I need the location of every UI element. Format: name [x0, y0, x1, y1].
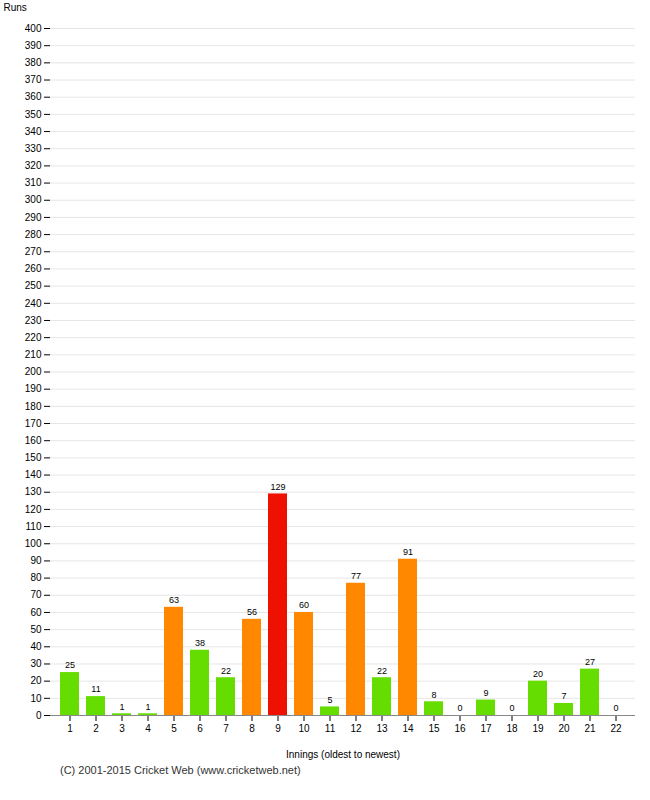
- svg-text:77: 77: [351, 571, 361, 581]
- svg-text:100: 100: [25, 538, 42, 549]
- svg-text:17: 17: [480, 723, 492, 734]
- svg-text:240: 240: [25, 298, 42, 309]
- svg-text:1: 1: [67, 723, 73, 734]
- svg-text:320: 320: [25, 160, 42, 171]
- svg-text:260: 260: [25, 263, 42, 274]
- svg-text:190: 190: [25, 383, 42, 394]
- svg-text:20: 20: [533, 669, 543, 679]
- svg-text:11: 11: [325, 723, 336, 734]
- svg-text:180: 180: [25, 401, 42, 412]
- svg-text:300: 300: [25, 194, 42, 205]
- svg-text:11: 11: [91, 684, 100, 694]
- svg-text:0: 0: [457, 703, 462, 713]
- svg-text:230: 230: [25, 315, 42, 326]
- svg-text:130: 130: [25, 486, 42, 497]
- svg-text:400: 400: [25, 23, 42, 34]
- svg-text:0: 0: [36, 710, 42, 721]
- svg-text:22: 22: [610, 723, 622, 734]
- svg-text:250: 250: [25, 280, 42, 291]
- svg-text:350: 350: [25, 109, 42, 120]
- svg-text:370: 370: [25, 74, 42, 85]
- svg-text:Runs: Runs: [4, 2, 27, 13]
- svg-text:22: 22: [377, 666, 387, 676]
- svg-text:63: 63: [169, 595, 179, 605]
- svg-text:70: 70: [30, 589, 42, 600]
- svg-text:40: 40: [30, 641, 42, 652]
- svg-text:129: 129: [270, 482, 285, 492]
- svg-text:20: 20: [30, 675, 42, 686]
- svg-text:20: 20: [558, 723, 570, 734]
- svg-text:5: 5: [327, 695, 332, 705]
- svg-text:380: 380: [25, 57, 42, 68]
- svg-text:6: 6: [197, 723, 203, 734]
- svg-text:10: 10: [30, 693, 42, 704]
- svg-text:27: 27: [585, 657, 595, 667]
- svg-text:15: 15: [428, 723, 440, 734]
- svg-text:7: 7: [223, 723, 229, 734]
- svg-text:3: 3: [119, 723, 125, 734]
- svg-text:50: 50: [30, 624, 42, 635]
- svg-text:220: 220: [25, 332, 42, 343]
- html-text:(C) 2001-2015 Cricket Web (www: (C) 2001-2015 Cricket Web (www.cricketwe…: [60, 764, 301, 776]
- svg-text:18: 18: [506, 723, 518, 734]
- svg-text:210: 210: [25, 349, 42, 360]
- svg-text:170: 170: [25, 418, 42, 429]
- svg-text:22: 22: [221, 666, 231, 676]
- svg-text:91: 91: [403, 547, 413, 557]
- svg-text:1: 1: [119, 702, 124, 712]
- svg-text:340: 340: [25, 126, 42, 137]
- svg-text:Innings (oldest to newest): Innings (oldest to newest): [286, 749, 400, 760]
- svg-text:7: 7: [561, 691, 566, 701]
- svg-text:9: 9: [483, 688, 488, 698]
- svg-text:120: 120: [25, 504, 42, 515]
- svg-text:5: 5: [171, 723, 177, 734]
- svg-text:160: 160: [25, 435, 42, 446]
- svg-text:90: 90: [30, 555, 42, 566]
- svg-text:270: 270: [25, 246, 42, 257]
- svg-text:38: 38: [195, 638, 205, 648]
- svg-text:56: 56: [247, 607, 257, 617]
- svg-text:0: 0: [613, 703, 618, 713]
- svg-text:280: 280: [25, 229, 42, 240]
- svg-text:30: 30: [30, 658, 42, 669]
- svg-text:290: 290: [25, 212, 42, 223]
- svg-text:4: 4: [145, 723, 151, 734]
- svg-text:13: 13: [376, 723, 388, 734]
- svg-text:21: 21: [584, 723, 596, 734]
- svg-text:110: 110: [26, 521, 42, 532]
- svg-text:310: 310: [25, 177, 42, 188]
- svg-text:9: 9: [275, 723, 281, 734]
- svg-text:60: 60: [299, 600, 309, 610]
- svg-text:10: 10: [298, 723, 310, 734]
- svg-text:25: 25: [65, 660, 75, 670]
- svg-text:150: 150: [25, 452, 42, 463]
- svg-text:19: 19: [532, 723, 544, 734]
- svg-text:0: 0: [509, 703, 514, 713]
- svg-text:12: 12: [350, 723, 362, 734]
- svg-text:8: 8: [249, 723, 255, 734]
- svg-text:60: 60: [30, 607, 42, 618]
- svg-text:8: 8: [431, 690, 436, 700]
- svg-text:80: 80: [30, 572, 42, 583]
- svg-text:360: 360: [25, 91, 42, 102]
- svg-text:16: 16: [454, 723, 466, 734]
- svg-text:1: 1: [145, 702, 150, 712]
- svg-text:390: 390: [25, 40, 42, 51]
- svg-text:14: 14: [402, 723, 414, 734]
- svg-text:2: 2: [93, 723, 99, 734]
- svg-text:200: 200: [25, 366, 42, 377]
- svg-text:330: 330: [25, 143, 42, 154]
- svg-text:140: 140: [25, 469, 42, 480]
